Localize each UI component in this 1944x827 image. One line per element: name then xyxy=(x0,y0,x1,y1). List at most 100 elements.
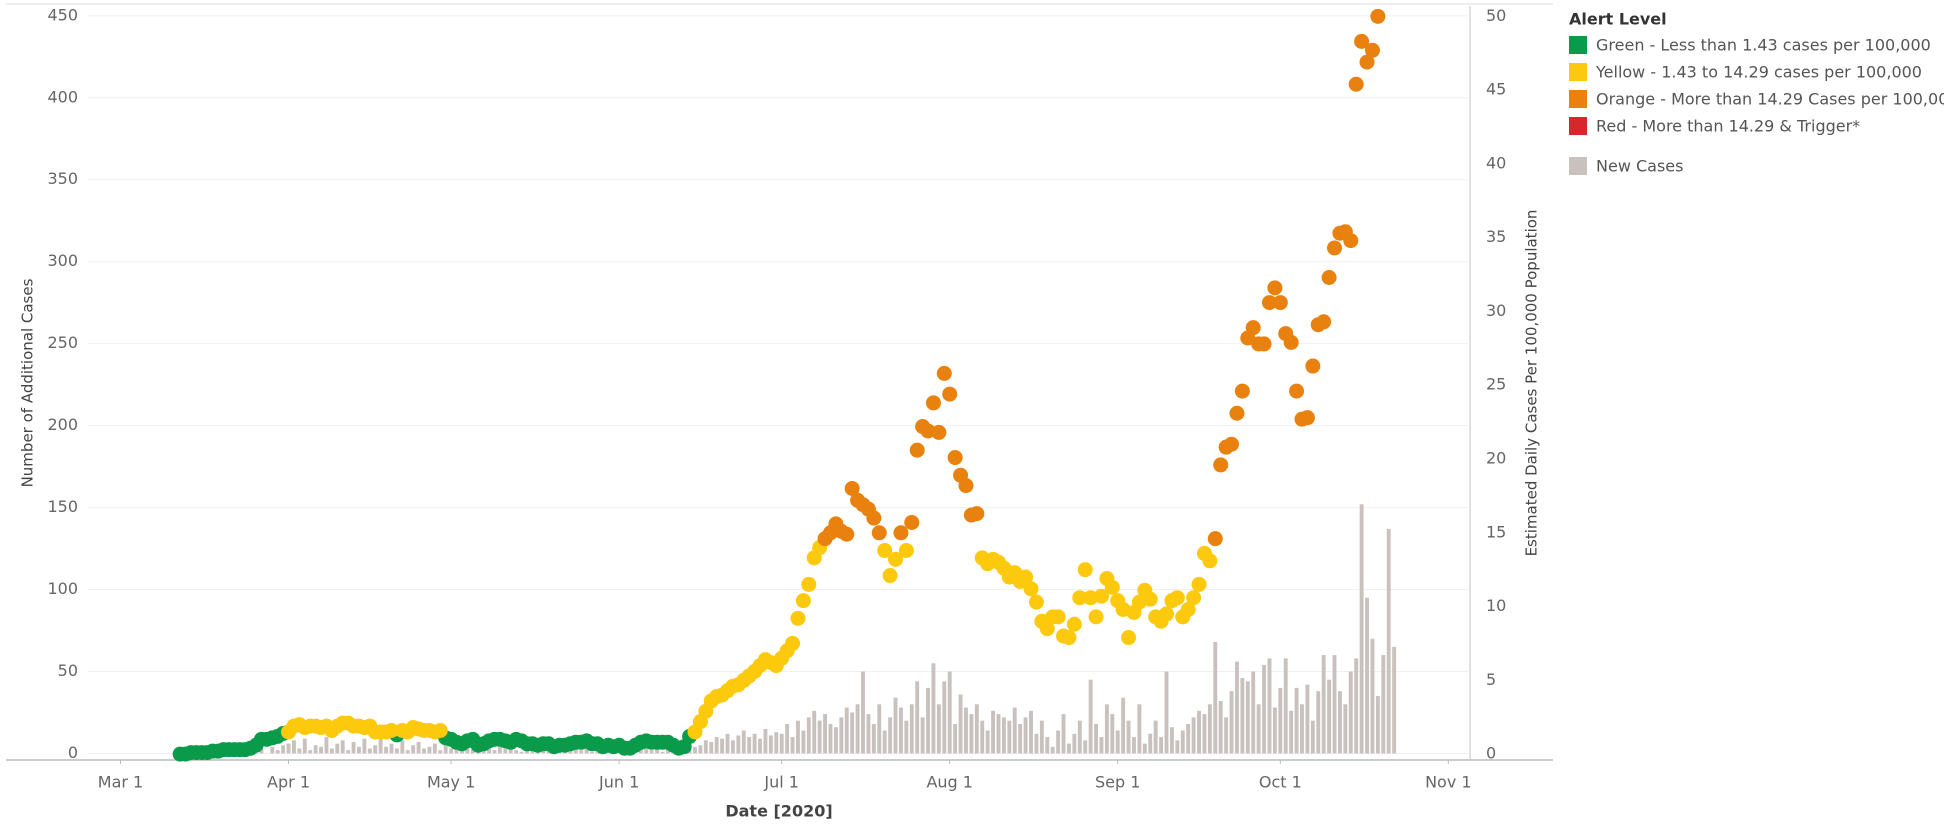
bar xyxy=(1229,691,1234,754)
bar xyxy=(313,745,318,754)
bar xyxy=(351,741,356,754)
legend-label: Green - Less than 1.43 cases per 100,000 xyxy=(1596,36,1931,55)
dot xyxy=(1169,590,1185,606)
y-tick-label: 250 xyxy=(47,333,78,352)
bar xyxy=(985,730,990,754)
bar xyxy=(1110,714,1115,754)
dot xyxy=(1050,609,1066,625)
dot xyxy=(1272,295,1288,311)
bar xyxy=(730,740,735,754)
bar xyxy=(1300,704,1304,754)
dot xyxy=(942,386,958,402)
y2-tick-label: 45 xyxy=(1486,80,1506,99)
dot xyxy=(1077,562,1093,578)
bar xyxy=(758,738,762,754)
bar xyxy=(839,717,844,754)
y2-tick-label: 5 xyxy=(1486,670,1496,689)
bar xyxy=(1039,720,1044,754)
x-tick-label: Jul 1 xyxy=(763,773,799,792)
dot xyxy=(1359,54,1375,70)
bar xyxy=(947,671,952,754)
bar xyxy=(855,704,860,754)
bar xyxy=(1272,707,1277,754)
bar xyxy=(752,733,757,754)
bar xyxy=(703,740,708,754)
bar xyxy=(801,730,806,754)
bar xyxy=(340,740,345,754)
dot xyxy=(1213,457,1229,473)
x-tick-label: Apr 1 xyxy=(267,773,310,792)
bar xyxy=(861,671,865,754)
bar xyxy=(584,746,589,754)
dot xyxy=(795,593,811,609)
y-axis-title: Number of Additional Cases xyxy=(19,278,37,487)
bar xyxy=(1392,646,1397,754)
bar xyxy=(909,704,914,754)
bar xyxy=(725,733,730,754)
bar xyxy=(974,704,979,754)
bar xyxy=(1180,730,1185,754)
bar xyxy=(866,714,871,754)
dot xyxy=(1159,606,1175,622)
bar xyxy=(1175,740,1180,754)
bar xyxy=(1262,664,1267,754)
dot xyxy=(1316,314,1332,330)
dot xyxy=(1224,436,1240,452)
dot xyxy=(790,610,806,626)
bar xyxy=(736,735,741,754)
bar xyxy=(1159,737,1164,754)
bar xyxy=(888,717,893,754)
bar xyxy=(1327,679,1332,754)
dot xyxy=(1364,42,1380,58)
bar xyxy=(1386,528,1391,754)
bar xyxy=(373,745,378,754)
bar xyxy=(1224,717,1229,754)
bar xyxy=(747,737,752,754)
legend-title: Alert Level xyxy=(1569,10,1667,29)
bar xyxy=(286,743,291,754)
bar xyxy=(1321,655,1326,754)
bar xyxy=(926,687,930,754)
bar xyxy=(1343,704,1348,754)
bar xyxy=(1099,737,1104,754)
bar xyxy=(1148,733,1153,754)
bar xyxy=(1083,740,1088,754)
dot xyxy=(904,514,920,530)
bar xyxy=(1142,743,1147,754)
bar xyxy=(1115,730,1120,754)
bar xyxy=(763,728,768,754)
bar xyxy=(655,748,660,754)
bar xyxy=(649,750,654,754)
bar xyxy=(1218,700,1223,754)
bar xyxy=(936,704,941,754)
bar xyxy=(378,733,383,754)
bar xyxy=(1251,671,1256,754)
bar xyxy=(693,746,697,754)
legend-swatch xyxy=(1569,63,1587,81)
bar xyxy=(1256,704,1261,754)
bar xyxy=(915,681,920,754)
bar xyxy=(817,720,822,754)
dot xyxy=(958,478,974,494)
dot xyxy=(1354,33,1370,49)
bar xyxy=(1197,710,1201,754)
bar xyxy=(833,727,838,754)
bar xyxy=(812,710,817,754)
dot xyxy=(1104,579,1120,595)
dot xyxy=(969,506,985,522)
x-tick-label: Aug 1 xyxy=(926,773,973,792)
dot xyxy=(1093,588,1109,604)
y2-axis-title: Estimated Daily Cases Per 100,000 Popula… xyxy=(1523,210,1541,557)
bar xyxy=(1029,710,1033,754)
bar xyxy=(497,746,502,754)
dot xyxy=(1305,358,1321,374)
legend-swatch xyxy=(1569,36,1587,54)
bar xyxy=(1348,671,1353,754)
dot xyxy=(1186,590,1202,606)
bar xyxy=(1316,691,1321,754)
bar xyxy=(1153,720,1158,754)
bar xyxy=(964,707,968,754)
bar xyxy=(893,697,898,754)
bar xyxy=(1240,678,1245,754)
